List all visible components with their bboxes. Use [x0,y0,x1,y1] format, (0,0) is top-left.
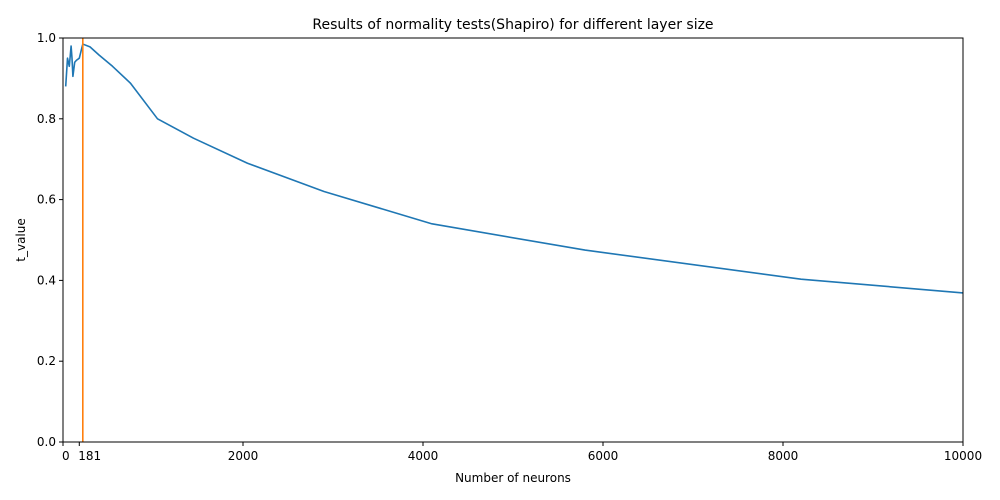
x-tick-label: 0 [62,449,70,463]
x-tick-label: 2000 [228,449,259,463]
plot-area: 0 181 2000 4000 6000 8000 10000 0.0 0.2 0.4 0.6 0.8… [37,31,982,463]
x-tick-label: 8000 [768,449,799,463]
series-line-0 [64,43,964,294]
x-tick-label: 10000 [944,449,982,463]
x-tick-label: 181 [78,449,101,463]
y-tick-label: 1.0 [37,31,56,45]
plot-frame [62,37,964,443]
y-tick-label: 0.4 [37,273,56,287]
x-axis-label: Number of neurons [455,471,571,485]
y-axis-label: t_value [14,218,28,261]
x-tick-label: 6000 [588,449,619,463]
y-tick-label: 0.8 [37,112,56,126]
y-tick-label: 0.6 [37,193,56,207]
y-tick-label: 0.2 [37,354,56,368]
chart-title: Results of normality tests(Shapiro) for … [312,17,713,33]
x-tick-label: 4000 [408,449,439,463]
y-tick-label: 0.0 [37,435,56,449]
